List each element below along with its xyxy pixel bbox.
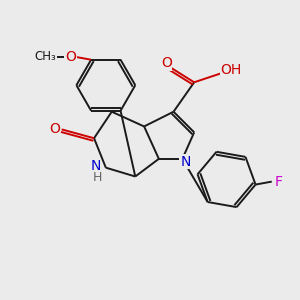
Text: O: O <box>65 50 76 64</box>
Text: N: N <box>180 155 190 169</box>
Text: CH₃: CH₃ <box>34 50 56 63</box>
Text: N: N <box>90 159 101 173</box>
Text: OH: OH <box>220 64 242 77</box>
Text: F: F <box>275 175 283 189</box>
Text: H: H <box>92 172 102 184</box>
Text: O: O <box>161 56 172 70</box>
Text: O: O <box>49 122 60 136</box>
